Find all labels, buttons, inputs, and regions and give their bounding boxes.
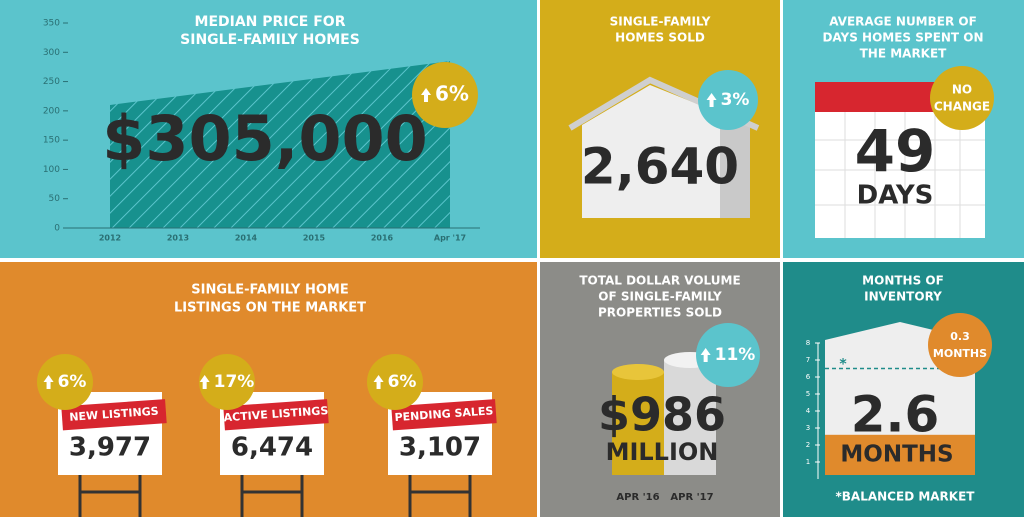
badge-text: NO [952, 83, 972, 97]
y-tick-label: 100 [43, 165, 60, 175]
title: MEDIAN PRICE FOR [195, 14, 346, 30]
y-tick-label: 2 [806, 441, 810, 449]
badge [698, 70, 758, 130]
y-tick-label: 350 [43, 19, 60, 29]
sign-label-bg [61, 399, 167, 431]
x-tick-label: 2013 [167, 234, 189, 243]
level [825, 434, 975, 475]
title: OF SINGLE-FAMILY [598, 290, 722, 304]
y-tick-label: 200 [43, 106, 60, 116]
badge [37, 354, 93, 410]
sign-label-bg [391, 399, 497, 431]
value: 3,107 [399, 433, 481, 463]
y-tick-label: 150 [43, 136, 60, 146]
badge [928, 313, 992, 377]
title: INVENTORY [864, 290, 942, 304]
badge [412, 62, 478, 128]
badge-text: CHANGE [934, 100, 990, 114]
value: $986 [598, 388, 726, 442]
title: SINGLE-FAMILY HOMES [180, 32, 360, 48]
value: 3,977 [69, 433, 151, 463]
x-tick-label: Apr '17 [434, 234, 466, 243]
arrow-icon [421, 88, 432, 102]
badge [930, 66, 994, 130]
arrow-icon [706, 93, 717, 107]
x-tick-label: 2012 [99, 234, 121, 243]
title: LISTINGS ON THE MARKET [174, 301, 366, 316]
badge-text: 6% [435, 82, 469, 106]
sign-label: NEW LISTINGS [69, 405, 159, 424]
title: SINGLE-FAMILY HOME [191, 283, 348, 298]
y-tick-label: 5 [806, 390, 810, 398]
value: 49 [855, 117, 936, 185]
arrow-icon [700, 348, 711, 362]
x-tick-label: 2015 [303, 234, 326, 243]
y-tick-label: 6 [806, 373, 811, 381]
arrow-icon [199, 375, 210, 389]
title: MONTHS OF [862, 274, 944, 288]
y-tick-label: 0 [54, 224, 60, 234]
badge-text: 6% [388, 372, 417, 392]
arrow-icon [43, 375, 54, 389]
badge [199, 354, 255, 410]
coin-top [612, 364, 664, 380]
title: THE MARKET [860, 47, 948, 61]
title: PROPERTIES SOLD [598, 306, 722, 320]
title: SINGLE-FAMILY [610, 15, 711, 29]
value: 2,640 [581, 138, 739, 196]
value: 2.6 [851, 386, 940, 444]
area [110, 61, 450, 229]
y-tick-label: 4 [806, 407, 811, 415]
y-tick-label: 1 [806, 458, 810, 466]
calendar-grid [815, 112, 985, 238]
badge [696, 323, 760, 387]
y-tick-label: 3 [806, 424, 810, 432]
title: HOMES SOLD [615, 31, 705, 45]
y-tick-label: 250 [43, 77, 60, 87]
bar-label: APR '17 [670, 492, 713, 503]
y-tick-label: 50 [49, 194, 61, 204]
value: $305,000 [102, 102, 428, 175]
coin-stack [612, 372, 664, 475]
badge-text: 0.3 [950, 330, 970, 343]
badge-text: 6% [58, 372, 87, 392]
badge-text: 3% [721, 90, 750, 110]
unit: MONTHS [840, 442, 953, 468]
marker: * [839, 357, 847, 373]
footnote: *BALANCED MARKET [836, 490, 976, 504]
y-tick-label: 8 [806, 339, 810, 347]
badge [367, 354, 423, 410]
bar-label: APR '16 [616, 492, 659, 503]
x-tick-label: 2016 [371, 234, 394, 243]
arrow-icon [373, 375, 384, 389]
unit: MILLION [606, 438, 719, 466]
sign-label-bg [223, 399, 329, 431]
unit: DAYS [857, 181, 934, 211]
badge-text: 17% [214, 372, 255, 392]
value: 6,474 [231, 433, 313, 463]
badge-text: 11% [715, 345, 756, 365]
y-tick-label: 7 [806, 356, 810, 364]
title: DAYS HOMES SPENT ON [822, 31, 983, 45]
x-tick-label: 2014 [235, 234, 258, 243]
title: AVERAGE NUMBER OF [829, 15, 977, 29]
y-tick-label: 300 [43, 48, 60, 58]
badge-text: MONTHS [933, 347, 987, 360]
house-side [720, 112, 750, 218]
title: TOTAL DOLLAR VOLUME [579, 274, 740, 288]
